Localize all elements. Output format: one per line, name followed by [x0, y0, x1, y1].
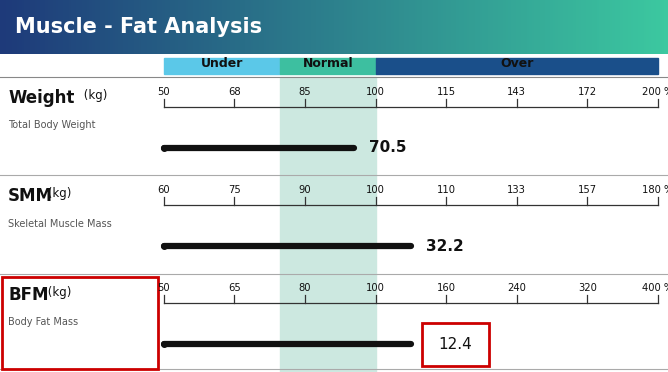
Text: 143: 143	[507, 87, 526, 97]
Text: 75: 75	[228, 185, 240, 195]
Text: Total Body Weight: Total Body Weight	[8, 121, 96, 131]
Text: 100: 100	[366, 283, 385, 294]
Text: (kg): (kg)	[80, 89, 108, 102]
Text: Normal: Normal	[303, 57, 353, 70]
Bar	[164, 58, 280, 74]
Text: (kg): (kg)	[44, 286, 71, 298]
Text: 133: 133	[507, 185, 526, 195]
Text: 68: 68	[228, 87, 240, 97]
Text: 200 %: 200 %	[643, 87, 668, 97]
Text: 172: 172	[578, 87, 597, 97]
Text: 60: 60	[158, 185, 170, 195]
Bar	[376, 58, 658, 74]
Text: (kg): (kg)	[44, 187, 71, 200]
FancyBboxPatch shape	[2, 277, 158, 369]
Text: 100: 100	[366, 87, 385, 97]
Text: 320: 320	[578, 283, 597, 294]
Text: 160: 160	[437, 283, 456, 294]
Text: 80: 80	[299, 283, 311, 294]
Text: Under: Under	[200, 57, 243, 70]
FancyBboxPatch shape	[422, 323, 489, 366]
Text: 100: 100	[366, 185, 385, 195]
Text: 12.4: 12.4	[438, 337, 472, 352]
Text: 400 %: 400 %	[643, 283, 668, 294]
Text: 110: 110	[437, 185, 456, 195]
Text: 115: 115	[437, 87, 456, 97]
Text: Body Fat Mass: Body Fat Mass	[8, 317, 78, 327]
Text: 65: 65	[228, 283, 240, 294]
Text: 50: 50	[158, 283, 170, 294]
Text: Weight: Weight	[8, 89, 74, 107]
Text: 70.5: 70.5	[369, 140, 406, 155]
Bar	[280, 58, 376, 74]
Text: 32.2: 32.2	[426, 239, 464, 254]
Text: 90: 90	[299, 185, 311, 195]
Text: 85: 85	[299, 87, 311, 97]
Text: 180 %: 180 %	[643, 185, 668, 195]
Text: 240: 240	[507, 283, 526, 294]
Bar	[280, 77, 376, 372]
Text: Muscle - Fat Analysis: Muscle - Fat Analysis	[15, 17, 262, 37]
Text: 157: 157	[578, 185, 597, 195]
Text: 50: 50	[158, 87, 170, 97]
Text: BFM: BFM	[8, 286, 49, 304]
Text: Over: Over	[500, 57, 534, 70]
Text: SMM: SMM	[8, 187, 53, 205]
Text: Skeletal Muscle Mass: Skeletal Muscle Mass	[8, 219, 112, 229]
